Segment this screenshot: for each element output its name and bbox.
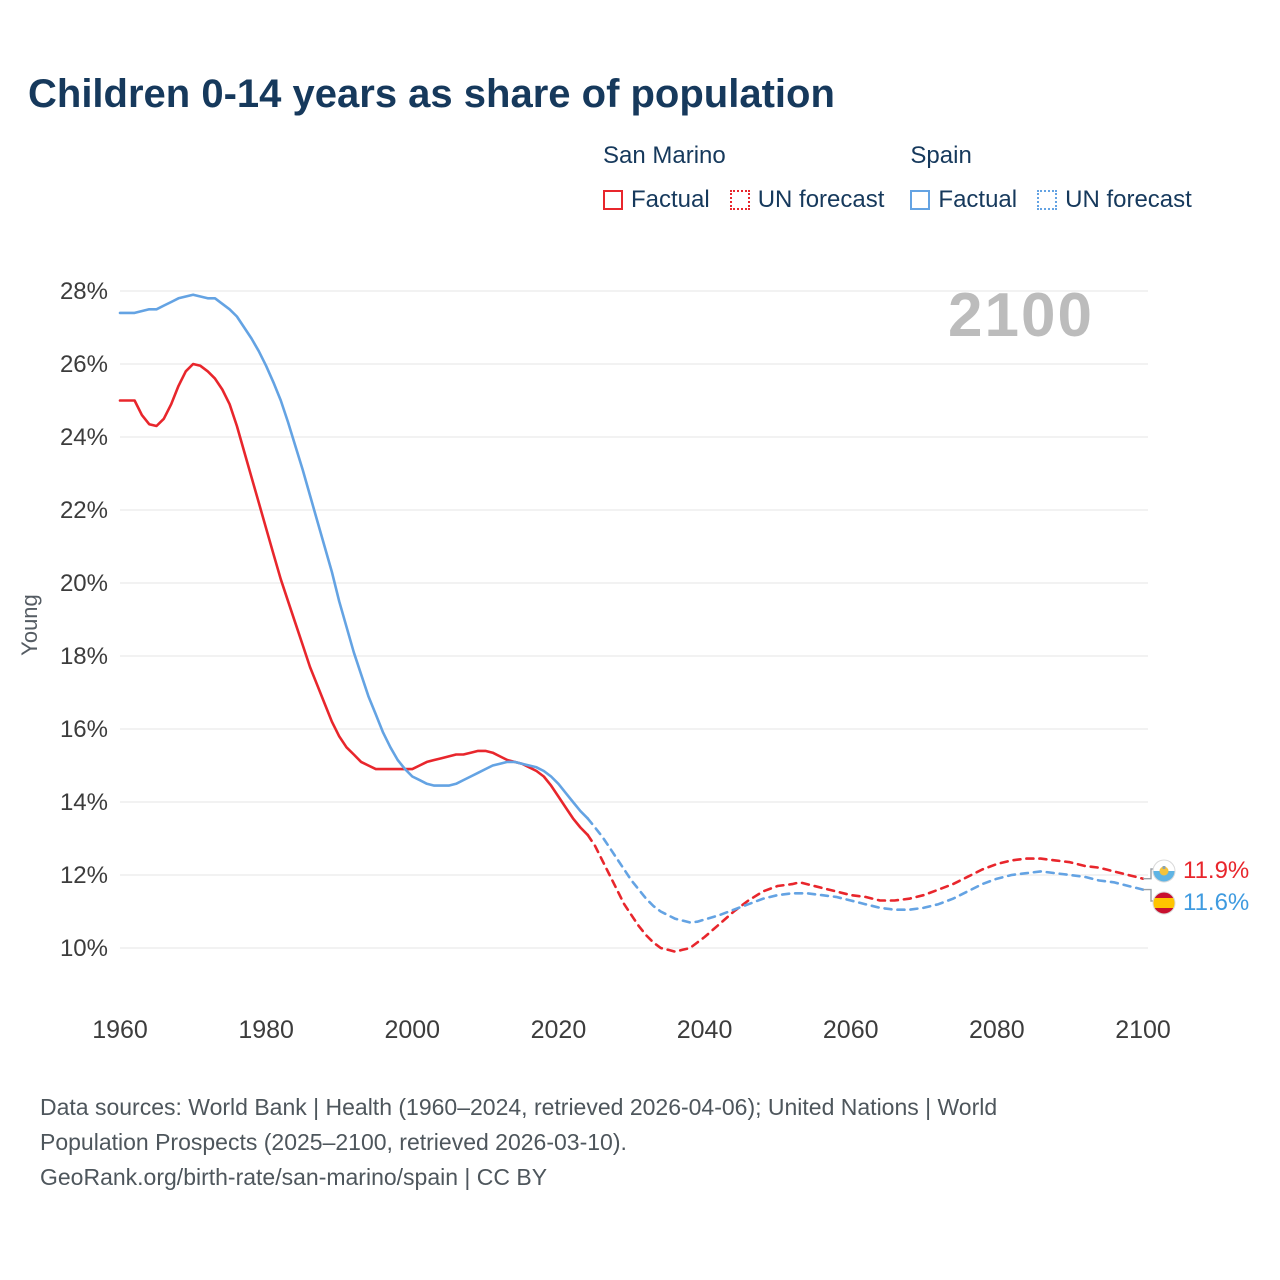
x-tick-label: 2100 — [1115, 1016, 1171, 1044]
legend-country-name: Spain — [910, 142, 972, 169]
spain-flag-icon — [1152, 891, 1176, 915]
x-tick-label: 2020 — [531, 1016, 587, 1044]
footer-link[interactable]: GeoRank.org/birth-rate/san-marino/spain … — [40, 1164, 548, 1190]
x-tick-label: 2040 — [677, 1016, 733, 1044]
y-tick-label: 14% — [60, 789, 108, 816]
legend-item-label: Factual — [631, 186, 710, 213]
series-san-marino-un-forecast — [586, 833, 1145, 953]
y-tick-label: 20% — [60, 570, 108, 597]
legend-country-name: San Marino — [603, 142, 726, 169]
series-san-marino-factual — [118, 362, 589, 837]
series-spain-factual — [118, 293, 589, 820]
x-tick-label: 1960 — [92, 1016, 148, 1044]
series-spain-un-forecast — [586, 817, 1145, 924]
legend-group-spain: Spain Factual UN forecast — [910, 142, 1192, 214]
san-marino-flag-icon — [1152, 859, 1176, 883]
y-tick-label: 28% — [60, 278, 108, 305]
end-label-san-marino: 11.9% — [1152, 857, 1249, 885]
legend-item-label: UN forecast — [757, 186, 885, 213]
data-sources-footer: Data sources: World Bank | Health (1960–… — [40, 1090, 997, 1195]
x-tick-label: 2080 — [969, 1016, 1025, 1044]
y-tick-label: 24% — [60, 424, 108, 451]
legend-item-san-marino-factual[interactable]: Factual — [603, 186, 710, 214]
y-tick-label: 18% — [60, 643, 108, 670]
x-tick-label: 2060 — [823, 1016, 879, 1044]
y-tick-label: 16% — [60, 716, 108, 743]
legend: San Marino Factual UN forecast Spain Fac… — [603, 142, 1192, 214]
forecast-swatch-icon — [1037, 190, 1058, 210]
legend-item-san-marino-forecast[interactable]: UN forecast — [729, 186, 885, 214]
legend-group-san-marino: San Marino Factual UN forecast — [603, 142, 884, 214]
y-axis-label: Young — [17, 594, 42, 656]
factual-swatch-icon — [910, 190, 931, 210]
page-title: Children 0-14 years as share of populati… — [28, 72, 835, 116]
factual-swatch-icon — [603, 190, 623, 210]
x-tick-label: 2000 — [384, 1016, 440, 1044]
legend-item-spain-factual[interactable]: Factual — [910, 186, 1017, 214]
legend-item-label: Factual — [938, 186, 1018, 213]
legend-item-label: UN forecast — [1065, 186, 1192, 213]
y-tick-label: 10% — [60, 935, 108, 962]
y-tick-label: 26% — [60, 351, 108, 378]
y-tick-label: 22% — [60, 497, 108, 524]
footer-line: Population Prospects (2025–2100, retriev… — [40, 1129, 627, 1155]
end-label-spain: 11.6% — [1152, 889, 1249, 917]
x-tick-label: 1980 — [238, 1016, 294, 1044]
legend-item-spain-forecast[interactable]: UN forecast — [1037, 186, 1192, 214]
end-value-spain: 11.6% — [1183, 889, 1250, 916]
end-value-san-marino: 11.9% — [1183, 857, 1250, 884]
forecast-swatch-icon — [729, 190, 750, 210]
watermark-year: 2100 — [948, 281, 1094, 350]
footer-line: Data sources: World Bank | Health (1960–… — [40, 1094, 998, 1120]
y-tick-label: 12% — [60, 862, 108, 889]
